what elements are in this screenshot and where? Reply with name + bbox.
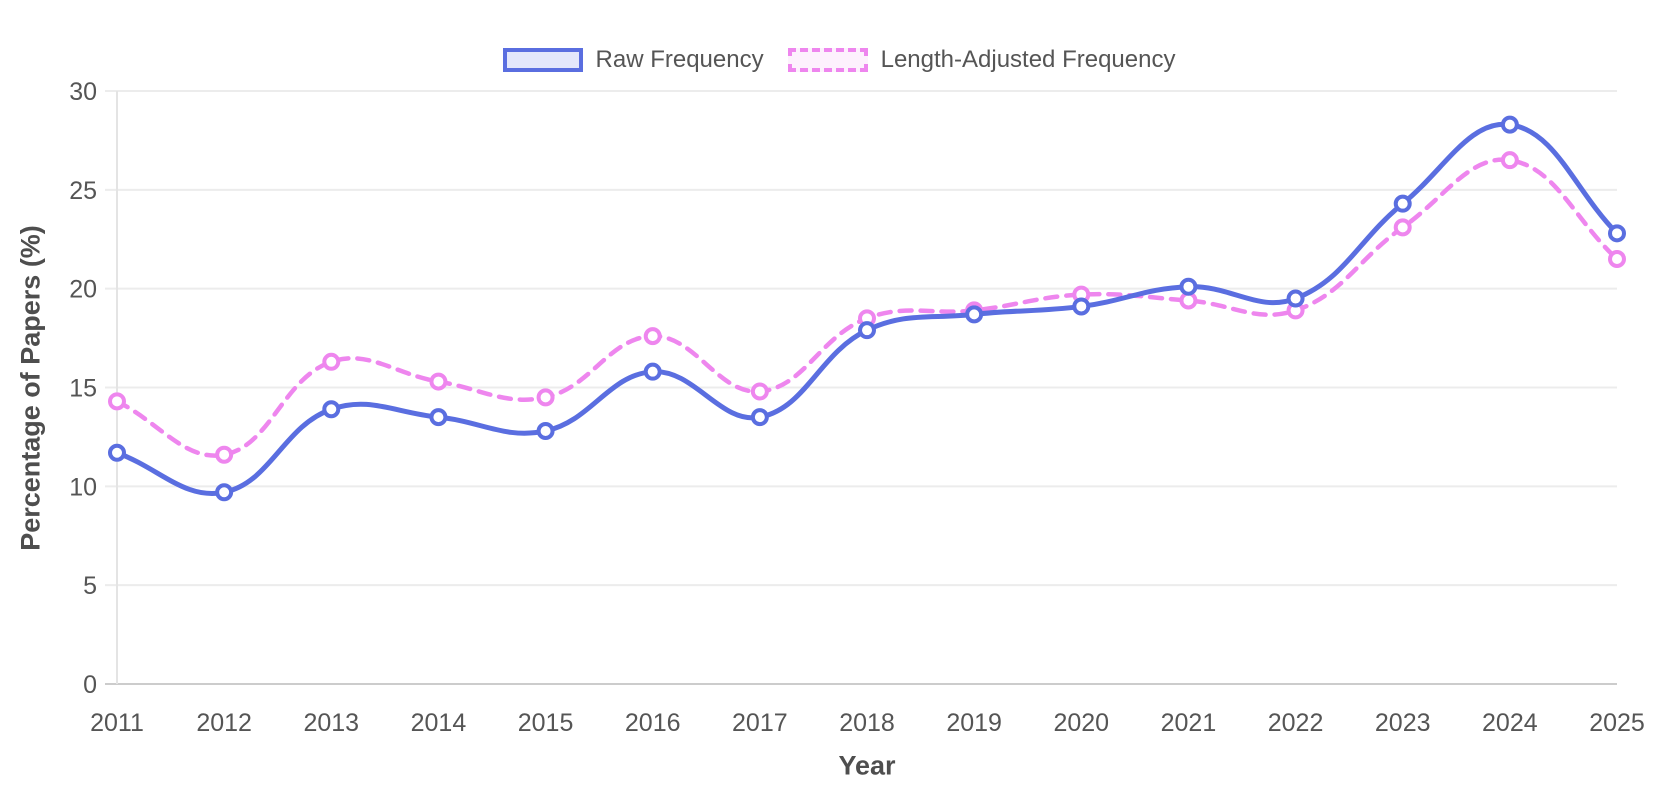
y-tick-label: 30 — [69, 78, 97, 106]
point-raw-frequency-2022 — [1286, 289, 1305, 308]
point-raw-frequency-2021 — [1179, 277, 1198, 296]
x-tick-label: 2016 — [625, 709, 681, 737]
legend-swatch-length-adjusted-frequency — [787, 48, 868, 72]
point-length-adjusted-frequency-2014 — [429, 372, 448, 391]
x-tick-label: 2014 — [411, 709, 467, 737]
point-raw-frequency-2016 — [643, 362, 662, 381]
series-path-length-adjusted-frequency — [114, 157, 1620, 458]
point-raw-frequency-2018 — [858, 321, 876, 340]
x-tick-label: 2021 — [1161, 709, 1217, 737]
x-tick-label: 2025 — [1589, 709, 1645, 737]
x-tick-label: 2015 — [518, 709, 574, 737]
x-tick-label: 2023 — [1375, 709, 1431, 737]
y-tick-label: 20 — [69, 276, 97, 304]
x-tick-label: 2018 — [839, 709, 895, 737]
legend-label-length-adjusted-frequency: Length-Adjusted Frequency — [880, 46, 1176, 73]
y-tick-label: 10 — [69, 473, 97, 501]
legend-item-raw-frequency[interactable]: Raw Frequency — [502, 46, 764, 74]
y-tick-label: 5 — [83, 572, 97, 600]
point-raw-frequency-2023 — [1393, 194, 1412, 213]
point-raw-frequency-2014 — [429, 408, 448, 427]
point-length-adjusted-frequency-2012 — [215, 445, 234, 464]
point-length-adjusted-frequency-2011 — [108, 392, 126, 411]
y-tick-label: 0 — [83, 671, 97, 699]
point-raw-frequency-2017 — [750, 408, 769, 427]
x-tick-label: 2011 — [90, 709, 144, 737]
point-raw-frequency-2019 — [965, 305, 984, 324]
point-length-adjusted-frequency-2023 — [1393, 218, 1412, 237]
x-tick-label: 2024 — [1482, 709, 1538, 737]
point-raw-frequency-2013 — [322, 400, 341, 419]
point-length-adjusted-frequency-2016 — [643, 327, 662, 346]
point-raw-frequency-2024 — [1500, 115, 1519, 134]
y-tick-label: 15 — [69, 375, 97, 403]
point-raw-frequency-2015 — [536, 421, 555, 440]
point-length-adjusted-frequency-2013 — [322, 352, 341, 371]
point-raw-frequency-2025 — [1608, 224, 1626, 243]
legend-item-length-adjusted-frequency[interactable]: Length-Adjusted Frequency — [787, 46, 1176, 74]
x-axis-title: Year — [838, 750, 896, 781]
x-tick-label: 2017 — [732, 709, 788, 737]
point-raw-frequency-2012 — [215, 483, 234, 502]
series-path-raw-frequency — [114, 121, 1620, 496]
x-tick-label: 2020 — [1053, 709, 1109, 737]
point-length-adjusted-frequency-2017 — [750, 382, 769, 401]
point-length-adjusted-frequency-2024 — [1500, 151, 1519, 170]
point-raw-frequency-2011 — [108, 443, 126, 462]
legend-label-raw-frequency: Raw Frequency — [595, 46, 764, 73]
x-tick-label: 2019 — [946, 709, 1002, 737]
y-tick-label: 25 — [69, 177, 97, 205]
x-tick-label: 2013 — [303, 709, 359, 737]
point-length-adjusted-frequency-2015 — [536, 388, 555, 407]
chart-legend: Raw Frequency Length-Adjusted Frequency — [0, 46, 1678, 74]
point-raw-frequency-2020 — [1072, 297, 1091, 316]
x-tick-label: 2012 — [196, 709, 252, 737]
x-tick-label: 2022 — [1268, 709, 1324, 737]
point-length-adjusted-frequency-2025 — [1608, 250, 1626, 269]
legend-swatch-raw-frequency — [502, 48, 583, 72]
